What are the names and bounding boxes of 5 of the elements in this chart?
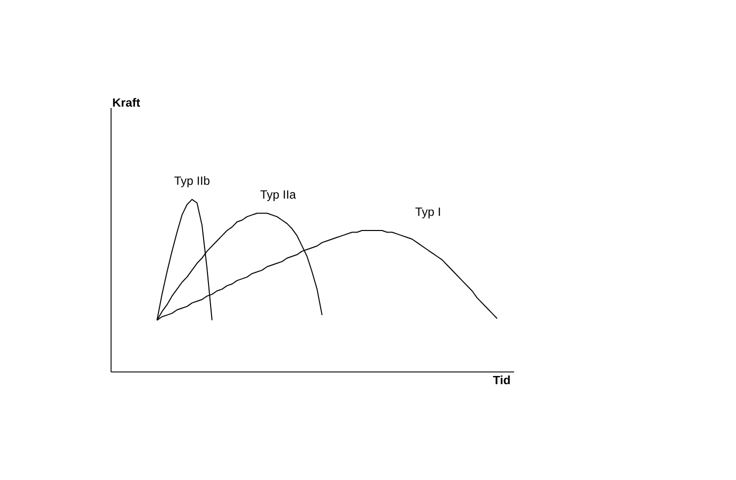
series-label: Typ IIa [260,190,296,202]
text: Kraft [113,98,140,107]
series-label: Typ IIb [174,176,210,188]
series-label: Typ I [415,208,440,218]
x-axis-title: Tid [493,376,510,384]
